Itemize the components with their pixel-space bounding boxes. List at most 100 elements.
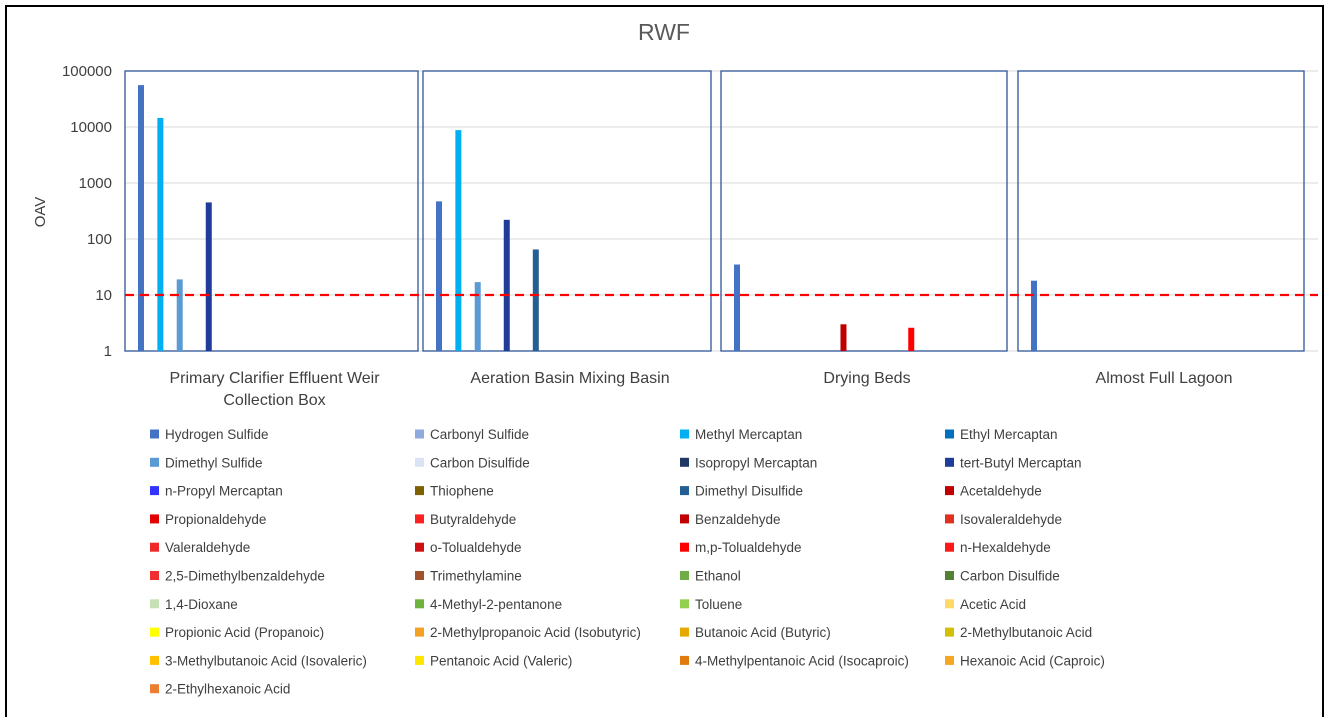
legend-label: Ethanol	[695, 569, 741, 584]
legend-swatch	[150, 542, 159, 552]
bar	[436, 201, 442, 351]
y-tick-label: 10000	[70, 119, 112, 136]
bar	[455, 130, 462, 351]
panel-frame	[422, 70, 712, 352]
bar	[474, 282, 481, 351]
bar	[840, 324, 847, 351]
legend-label: Hydrogen Sulfide	[165, 427, 269, 442]
legend-label: Dimethyl Sulfide	[165, 455, 263, 470]
legend-swatch	[680, 599, 689, 609]
legend-swatch	[945, 542, 954, 552]
legend-label: 2-Ethylhexanoic Acid	[165, 682, 290, 697]
legend-label: Thiophene	[430, 484, 494, 499]
y-tick-label: 100000	[62, 63, 112, 80]
legend-swatch	[150, 627, 159, 637]
legend-label: Hexanoic Acid (Caproic)	[960, 653, 1105, 668]
legend-label: 4-Methylpentanoic Acid (Isocaproic)	[695, 653, 909, 668]
chart-frame	[5, 5, 1324, 717]
legend-label: 2,5-Dimethylbenzaldehyde	[165, 569, 325, 584]
bar	[176, 279, 183, 351]
y-tick-label: 100	[87, 231, 112, 248]
legend-label: Butyraldehyde	[430, 512, 516, 527]
legend-swatch	[150, 457, 159, 467]
y-tick-label: 1	[104, 343, 112, 360]
legend-label: Acetic Acid	[960, 597, 1026, 612]
legend-swatch	[945, 571, 954, 580]
y-tick-label: 1000	[79, 175, 112, 192]
legend-swatch	[415, 457, 424, 467]
bar	[1031, 280, 1037, 351]
legend-label: Isopropyl Mercaptan	[695, 455, 817, 470]
legend-label: n-Hexaldehyde	[960, 540, 1051, 555]
legend-label: Propionaldehyde	[165, 512, 266, 527]
legend-swatch	[945, 514, 954, 524]
legend-label: 2-Methylbutanoic Acid	[960, 625, 1092, 640]
legend-swatch	[415, 655, 424, 665]
legend-label: tert-Butyl Mercaptan	[960, 455, 1082, 470]
legend-swatch	[680, 627, 689, 637]
legend-swatch	[415, 486, 424, 496]
bar	[908, 327, 915, 351]
legend-swatch	[680, 457, 689, 467]
legend-label: 2-Methylpropanoic Acid (Isobutyric)	[430, 625, 641, 640]
legend-swatch	[415, 599, 424, 609]
bar	[734, 264, 740, 351]
legend-swatch	[415, 571, 424, 580]
legend-swatch	[680, 655, 689, 665]
legend-label: Valeraldehyde	[165, 540, 250, 555]
legend-swatch	[415, 542, 424, 552]
legend-label: Benzaldehyde	[695, 512, 781, 527]
legend-label: Carbonyl Sulfide	[430, 427, 529, 442]
legend-label: Toluene	[695, 597, 742, 612]
legend-swatch	[945, 627, 954, 637]
category-label: Primary Clarifier Effluent Weir	[169, 370, 380, 387]
category-label: Almost Full Lagoon	[1096, 370, 1233, 387]
legend-label: m,p-Tolualdehyde	[695, 540, 802, 555]
category-label: Aeration Basin Mixing Basin	[470, 370, 669, 387]
legend-label: Butanoic Acid (Butyric)	[695, 625, 831, 640]
legend-swatch	[680, 571, 689, 580]
legend-label: 3-Methylbutanoic Acid (Isovaleric)	[165, 653, 367, 668]
legend-swatch	[150, 486, 159, 496]
panels	[124, 70, 1305, 352]
bar	[138, 85, 144, 351]
legend-swatch	[415, 429, 424, 439]
category-label: Drying Beds	[823, 370, 910, 387]
legend: Hydrogen Sulfide Carbonyl Sulfide Methyl M…	[150, 427, 1105, 697]
category-label: Collection Box	[223, 392, 325, 409]
panel-frame	[720, 70, 1008, 352]
legend-label: Ethyl Mercaptan	[960, 427, 1058, 442]
y-axis-label: OAV	[32, 197, 49, 228]
legend-label: Acetaldehyde	[960, 484, 1042, 499]
legend-swatch	[415, 514, 424, 524]
legend-label: 4-Methyl-2-pentanone	[430, 597, 562, 612]
legend-swatch	[150, 514, 159, 524]
legend-label: Propionic Acid (Propanoic)	[165, 625, 324, 640]
legend-swatch	[150, 429, 159, 439]
legend-swatch	[150, 571, 159, 580]
legend-swatch	[945, 486, 954, 496]
legend-swatch	[150, 684, 159, 694]
legend-swatch	[945, 599, 954, 609]
legend-label: Trimethylamine	[430, 569, 522, 584]
legend-label: Carbon Disulfide	[430, 455, 530, 470]
legend-label: Carbon Disulfide	[960, 569, 1060, 584]
chart-title: RWF	[638, 19, 690, 45]
bar	[532, 249, 539, 351]
legend-label: o-Tolualdehyde	[430, 540, 522, 555]
panel-frame	[124, 70, 419, 352]
legend-swatch	[945, 655, 954, 665]
y-ticks: 1 10 100 1000 10000 100000	[62, 63, 112, 360]
bar	[503, 219, 510, 351]
legend-swatch	[150, 655, 159, 665]
category-labels: Primary Clarifier Effluent Weir Collectio…	[169, 370, 1232, 409]
bars	[138, 85, 1037, 351]
legend-swatch	[945, 457, 954, 467]
legend-swatch	[945, 429, 954, 439]
legend-label: Methyl Mercaptan	[695, 427, 802, 442]
legend-label: Pentanoic Acid (Valeric)	[430, 653, 572, 668]
bar	[157, 117, 164, 351]
y-tick-label: 10	[95, 287, 112, 304]
panel-frame	[1017, 70, 1305, 352]
